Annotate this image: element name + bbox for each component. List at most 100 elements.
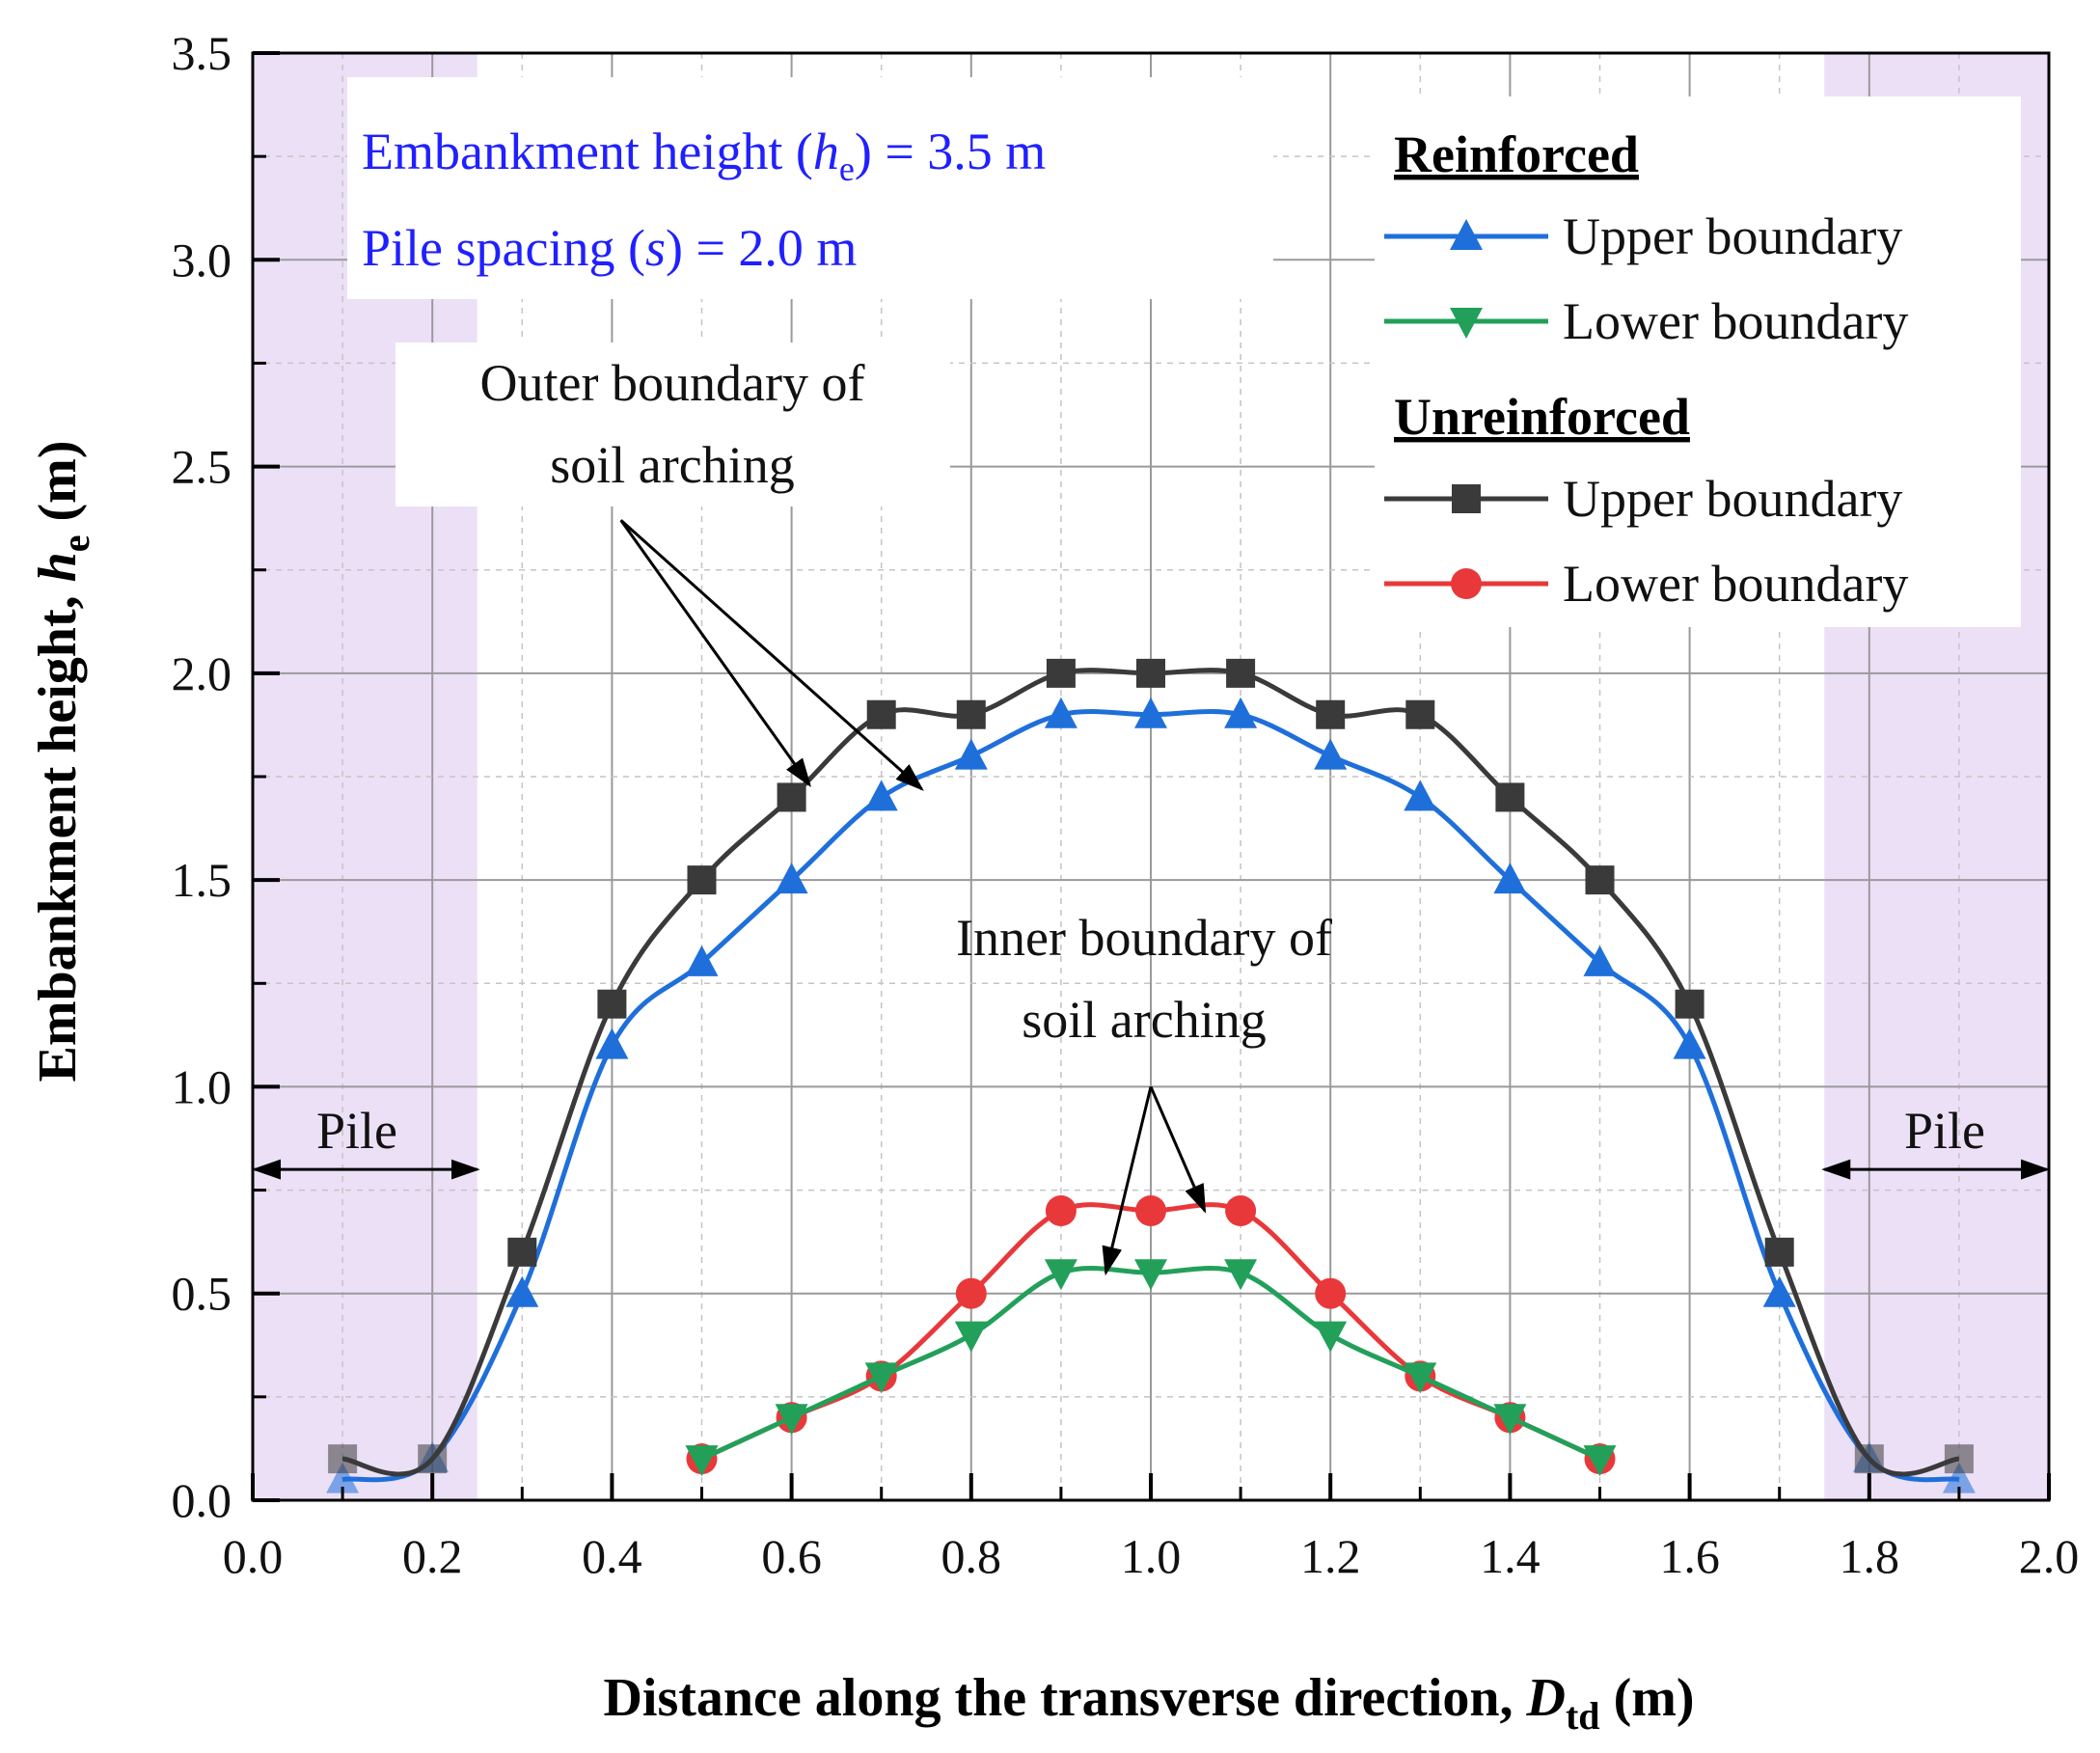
data-point bbox=[775, 1404, 808, 1436]
data-point bbox=[505, 1275, 539, 1307]
y-tick-label: 1.5 bbox=[172, 853, 232, 907]
data-point bbox=[1585, 865, 1615, 895]
arrows bbox=[252, 519, 2050, 1276]
data-point bbox=[1226, 658, 1256, 688]
data-point bbox=[326, 1462, 360, 1493]
legend-group-reinforced: Reinforced bbox=[1394, 125, 1639, 183]
data-point bbox=[687, 865, 717, 895]
data-point bbox=[1134, 1259, 1167, 1291]
data-point bbox=[1583, 945, 1617, 976]
annotation-inner-arrow-2 bbox=[1149, 1085, 1207, 1214]
legend-label-unreinforced-lower: Lower boundary bbox=[1563, 555, 1908, 613]
x-tick-label: 0.4 bbox=[582, 1529, 642, 1583]
data-point bbox=[328, 1444, 358, 1474]
data-point bbox=[955, 1277, 987, 1309]
pile-label-right: Pile bbox=[1904, 1102, 1985, 1160]
annotation-outer-background bbox=[395, 342, 950, 507]
data-point bbox=[1134, 697, 1167, 728]
legend-marker-shape bbox=[1450, 219, 1483, 250]
data-point bbox=[1854, 1444, 1884, 1474]
annotation-inner: Inner boundary of soil arching bbox=[956, 909, 1332, 1049]
legend-marker-unreinforced-upper bbox=[1452, 484, 1481, 513]
data-point bbox=[954, 738, 988, 770]
data-point bbox=[1314, 738, 1348, 770]
legend-item-reinforced-lower: Lower boundary bbox=[1384, 292, 1908, 350]
annotation-outer-line1: Outer boundary of bbox=[480, 354, 865, 412]
data-point bbox=[595, 1027, 629, 1059]
data-point bbox=[685, 945, 719, 976]
data-point bbox=[1942, 1462, 1976, 1493]
data-point bbox=[1135, 1195, 1166, 1226]
data-point bbox=[1136, 658, 1165, 688]
x-tick-label: 0.2 bbox=[402, 1529, 463, 1583]
x-tick-label: 1.0 bbox=[1121, 1529, 1182, 1583]
annotation-outer: Outer boundary of soil arching bbox=[395, 342, 950, 507]
x-tick-label: 1.6 bbox=[1659, 1529, 1720, 1583]
data-point bbox=[1225, 1195, 1257, 1226]
data-point bbox=[1045, 1195, 1077, 1226]
data-point bbox=[1314, 1321, 1348, 1353]
x-tick-label: 1.2 bbox=[1300, 1529, 1361, 1583]
annotation-inner-arrow-1 bbox=[1102, 1086, 1153, 1276]
x-tick-label: 1.4 bbox=[1480, 1529, 1541, 1583]
y-tick-label: 3.0 bbox=[172, 233, 232, 287]
annotation-inner-line1: Inner boundary of bbox=[956, 909, 1332, 967]
legend-marker-unreinforced-lower bbox=[1451, 568, 1482, 599]
info-box-background bbox=[347, 77, 1273, 299]
legend-marker-shape bbox=[1452, 484, 1481, 513]
x-tick-label: 0.8 bbox=[941, 1529, 1002, 1583]
axes: 0.0 0.2 0.4 0.6 0.8 1.0 1.2 1.4 1.6 1.8 2.0 0.0 0.5 1… bbox=[172, 26, 2080, 1583]
x-tick-label: 1.8 bbox=[1840, 1529, 1900, 1583]
data-point bbox=[1762, 1275, 1796, 1307]
y-tick-label: 1.0 bbox=[172, 1059, 232, 1113]
data-point bbox=[956, 699, 986, 729]
info-line-height: Embankment height (he) = 3.5 m bbox=[362, 123, 1046, 188]
data-point bbox=[1315, 1277, 1347, 1309]
data-point bbox=[866, 699, 896, 729]
y-axis-title: Embankment height, he (m) bbox=[28, 441, 97, 1082]
data-point bbox=[1404, 780, 1437, 811]
legend: Reinforced Upper boundary Lower boundary… bbox=[1375, 96, 2021, 627]
data-point bbox=[1046, 658, 1076, 688]
y-tick-label: 0.5 bbox=[172, 1267, 232, 1321]
legend-label-reinforced-lower: Lower boundary bbox=[1563, 292, 1908, 350]
data-point bbox=[1764, 1237, 1794, 1267]
data-point bbox=[1044, 1259, 1077, 1291]
data-point bbox=[1673, 1027, 1706, 1059]
legend-label-reinforced-upper: Upper boundary bbox=[1563, 207, 1902, 265]
data-point bbox=[597, 989, 627, 1019]
x-tick-label: 0.6 bbox=[761, 1529, 822, 1583]
y-tick-label: 2.5 bbox=[172, 440, 232, 494]
data-point bbox=[1493, 1404, 1527, 1436]
legend-item-unreinforced-upper: Upper boundary bbox=[1384, 470, 1902, 528]
y-tick-label: 3.5 bbox=[172, 26, 232, 80]
legend-marker-reinforced-lower bbox=[1450, 308, 1483, 339]
data-point bbox=[1405, 699, 1435, 729]
annotation-outer-arrow-1 bbox=[619, 519, 811, 788]
legend-item-unreinforced-lower: Lower boundary bbox=[1384, 555, 1908, 613]
info-line-spacing: Pile spacing (s) = 2.0 m bbox=[362, 219, 857, 277]
data-point bbox=[864, 780, 898, 811]
data-point bbox=[1044, 697, 1077, 728]
data-point bbox=[1316, 699, 1346, 729]
data-point bbox=[1675, 989, 1705, 1019]
series-unreinforced-upper-boundary bbox=[328, 658, 1974, 1477]
legend-marker-shape bbox=[1450, 308, 1483, 339]
x-tick-label: 0.0 bbox=[223, 1529, 284, 1583]
legend-background bbox=[1375, 96, 2021, 627]
y-tick-label: 0.0 bbox=[172, 1473, 232, 1527]
y-tick-label: 2.0 bbox=[172, 646, 232, 700]
legend-label-unreinforced-upper: Upper boundary bbox=[1563, 470, 1902, 528]
data-point bbox=[1224, 697, 1258, 728]
data-point bbox=[954, 1321, 988, 1353]
series-layer bbox=[326, 658, 1976, 1493]
data-point bbox=[507, 1237, 537, 1267]
x-axis-title: Distance along the transverse direction,… bbox=[603, 1668, 1694, 1738]
data-point bbox=[864, 1362, 898, 1394]
data-point bbox=[1495, 782, 1525, 812]
data-point bbox=[1583, 1445, 1617, 1477]
data-point bbox=[418, 1444, 448, 1474]
series-reinforced-lower-boundary bbox=[685, 1259, 1617, 1477]
legend-marker-shape bbox=[1451, 568, 1482, 599]
